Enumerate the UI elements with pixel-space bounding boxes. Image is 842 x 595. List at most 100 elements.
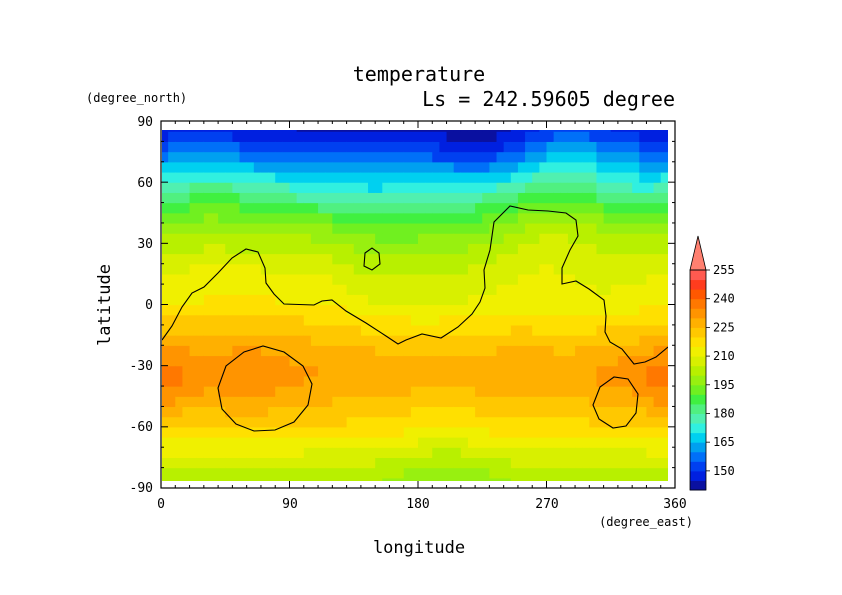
heatmap-cell: [303, 131, 312, 142]
heatmap-cell: [239, 253, 248, 265]
heatmap-cell: [182, 386, 191, 397]
heatmap-cell: [382, 355, 391, 367]
heatmap-cell: [453, 426, 462, 438]
heatmap-cell: [346, 314, 355, 326]
heatmap-cell: [582, 131, 590, 142]
heatmap-cell: [646, 131, 655, 142]
heatmap-cell: [303, 314, 312, 326]
heatmap-cell: [303, 294, 312, 306]
heatmap-cell: [496, 406, 505, 418]
heatmap-cell: [553, 375, 562, 387]
heatmap-cell: [175, 202, 184, 214]
heatmap-cell: [410, 243, 419, 255]
heatmap-cell: [282, 294, 291, 306]
heatmap-cell: [546, 304, 555, 316]
heatmap-cell: [589, 171, 598, 183]
heatmap-cell: [589, 161, 598, 173]
heatmap-cell: [639, 222, 648, 234]
heatmap-cell: [582, 477, 590, 481]
heatmap-cell: [510, 253, 519, 265]
heatmap-cell: [517, 192, 526, 204]
heatmap-cell: [410, 477, 419, 481]
heatmap-cell: [189, 131, 198, 142]
heatmap-cell: [260, 171, 269, 183]
heatmap-cell: [432, 406, 441, 418]
heatmap-cell: [403, 131, 412, 142]
heatmap-cell: [253, 263, 262, 275]
heatmap-cell: [532, 284, 540, 295]
heatmap-cell: [218, 467, 226, 479]
heatmap-cell: [239, 222, 248, 234]
heatmap-cell: [589, 151, 598, 163]
heatmap-cell: [660, 284, 668, 295]
heatmap-cell: [532, 294, 540, 306]
heatmap-cell: [375, 294, 383, 306]
heatmap-cell: [660, 131, 668, 142]
heatmap-cell: [218, 386, 226, 397]
heatmap-cell: [446, 263, 455, 275]
heatmap-cell: [532, 386, 540, 397]
heatmap-cell: [182, 304, 191, 316]
heatmap-cell: [503, 426, 512, 438]
heatmap-cell: [539, 192, 548, 204]
heatmap-cell: [339, 131, 348, 142]
heatmap-cell: [553, 284, 562, 295]
heatmap-cell: [667, 182, 668, 193]
heatmap-cell: [346, 324, 355, 336]
heatmap-cell: [589, 222, 598, 234]
heatmap-cell: [275, 375, 283, 387]
heatmap-cell: [410, 457, 419, 469]
heatmap-cell: [639, 467, 648, 479]
heatmap-cell: [332, 141, 341, 153]
heatmap-cell: [446, 222, 455, 234]
heatmap-cell: [389, 365, 398, 377]
heatmap-cell: [189, 202, 198, 214]
heatmap-cell: [667, 212, 668, 224]
heatmap-cell: [296, 437, 305, 448]
heatmap-cell: [175, 130, 184, 132]
heatmap-cell: [182, 345, 191, 357]
heatmap-cell: [446, 151, 455, 163]
heatmap-cell: [453, 355, 462, 367]
heatmap-cell: [482, 192, 490, 204]
heatmap-cell: [610, 396, 619, 408]
heatmap-cell: [425, 447, 433, 459]
heatmap-cell: [168, 386, 176, 397]
heatmap-cell: [560, 141, 569, 153]
heatmap-cell: [325, 335, 333, 346]
heatmap-cell: [475, 335, 483, 346]
heatmap-cell: [539, 314, 548, 326]
heatmap-cell: [525, 130, 533, 132]
heatmap-cell: [375, 141, 383, 153]
heatmap-cell: [582, 294, 590, 306]
heatmap-cell: [625, 386, 633, 397]
heatmap-cell: [162, 365, 169, 377]
heatmap-cell: [460, 273, 469, 285]
heatmap-cell: [396, 396, 405, 408]
heatmap-cell: [360, 131, 369, 142]
heatmap-cell: [489, 365, 498, 377]
heatmap-cell: [475, 243, 483, 255]
heatmap-cell: [467, 141, 476, 153]
heatmap-cell: [517, 355, 526, 367]
heatmap-cell: [239, 477, 248, 481]
heatmap-cell: [453, 396, 462, 408]
heatmap-cell: [503, 131, 512, 142]
heatmap-cell: [646, 284, 655, 295]
heatmap-cell: [503, 222, 512, 234]
heatmap-cell: [182, 212, 191, 224]
heatmap-cell: [375, 447, 383, 459]
heatmap-cell: [489, 141, 498, 153]
heatmap-cell: [360, 345, 369, 357]
heatmap-cell: [225, 284, 233, 295]
heatmap-cell: [382, 406, 391, 418]
heatmap-cell: [510, 131, 519, 142]
heatmap-cell: [632, 202, 640, 214]
heatmap-cell: [510, 212, 519, 224]
heatmap-cell: [603, 273, 612, 285]
heatmap-cell: [225, 437, 233, 448]
heatmap-cell: [168, 130, 176, 132]
heatmap-cell: [439, 365, 448, 377]
heatmap-cell: [303, 233, 312, 244]
heatmap-cell: [389, 263, 398, 275]
